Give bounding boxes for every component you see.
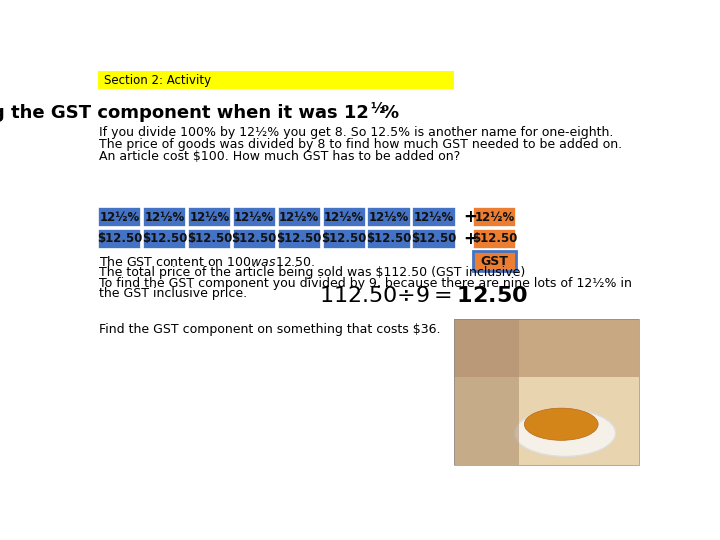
- Bar: [454, 319, 639, 377]
- Text: If you divide 100% by 12½% you get 8. So 12.5% is another name for one-eighth.: If you divide 100% by 12½% you get 8. So…: [99, 126, 613, 139]
- Text: Find the GST component on something that costs $36.: Find the GST component on something that…: [99, 323, 441, 336]
- FancyBboxPatch shape: [323, 207, 366, 227]
- Text: The GST content on $100 was $12.50.: The GST content on $100 was $12.50.: [99, 255, 316, 269]
- Text: the GST inclusive price.: the GST inclusive price.: [99, 287, 248, 300]
- FancyBboxPatch shape: [473, 229, 516, 249]
- Text: +: +: [463, 230, 477, 248]
- Bar: [454, 377, 639, 465]
- Text: $12.50: $12.50: [142, 232, 187, 245]
- Ellipse shape: [514, 410, 616, 456]
- Text: 12½%: 12½%: [189, 211, 230, 224]
- FancyBboxPatch shape: [143, 229, 186, 249]
- Text: The price of goods was divided by 8 to find how much GST needed to be added on.: The price of goods was divided by 8 to f…: [99, 138, 622, 151]
- FancyBboxPatch shape: [98, 229, 141, 249]
- Text: 12½%: 12½%: [99, 211, 140, 224]
- Bar: [454, 319, 639, 465]
- FancyBboxPatch shape: [233, 207, 276, 227]
- Text: $12.50: $12.50: [232, 232, 277, 245]
- FancyBboxPatch shape: [277, 229, 321, 249]
- Text: GST: GST: [481, 255, 508, 268]
- Text: %: %: [381, 104, 399, 122]
- Text: 12½%: 12½%: [474, 211, 515, 224]
- FancyBboxPatch shape: [367, 229, 411, 249]
- Text: 12½%: 12½%: [369, 211, 409, 224]
- Text: An article cost $100. How much GST has to be added on?: An article cost $100. How much GST has t…: [99, 150, 461, 163]
- FancyBboxPatch shape: [413, 229, 456, 249]
- Text: $12.50: $12.50: [411, 232, 456, 245]
- Text: 12½%: 12½%: [414, 211, 454, 224]
- FancyBboxPatch shape: [473, 251, 516, 271]
- Text: Page 11: Finding the GST component when it was 12: Page 11: Finding the GST component when …: [0, 104, 369, 122]
- Text: +: +: [463, 208, 477, 226]
- FancyBboxPatch shape: [188, 207, 231, 227]
- Text: 12½%: 12½%: [279, 211, 320, 224]
- Text: The total price of the article being sold was $112.50 (GST inclusive): The total price of the article being sol…: [99, 266, 526, 279]
- Text: $12.50: $12.50: [186, 232, 232, 245]
- Text: $12.50: $12.50: [366, 232, 412, 245]
- Bar: [454, 319, 519, 465]
- FancyBboxPatch shape: [98, 71, 454, 90]
- Text: $12.50: $12.50: [472, 232, 517, 245]
- FancyBboxPatch shape: [143, 207, 186, 227]
- Text: 12½%: 12½%: [144, 211, 184, 224]
- FancyBboxPatch shape: [473, 207, 516, 227]
- FancyBboxPatch shape: [188, 229, 231, 249]
- FancyBboxPatch shape: [233, 229, 276, 249]
- Text: ½: ½: [371, 102, 384, 116]
- Text: $112.50 ÷ 9 = $12.50: $112.50 ÷ 9 = $12.50: [319, 286, 528, 306]
- Ellipse shape: [524, 408, 598, 440]
- Text: Section 2: Activity: Section 2: Activity: [104, 73, 211, 87]
- FancyBboxPatch shape: [323, 229, 366, 249]
- Text: 12½%: 12½%: [324, 211, 364, 224]
- Text: 12½%: 12½%: [234, 211, 274, 224]
- Text: $12.50: $12.50: [96, 232, 142, 245]
- Text: $12.50: $12.50: [322, 232, 367, 245]
- Text: $12.50: $12.50: [276, 232, 322, 245]
- Text: To find the GST component you divided by 9, because there are nine lots of 12½% : To find the GST component you divided by…: [99, 276, 632, 289]
- FancyBboxPatch shape: [367, 207, 411, 227]
- FancyBboxPatch shape: [98, 207, 141, 227]
- FancyBboxPatch shape: [413, 207, 456, 227]
- FancyBboxPatch shape: [277, 207, 321, 227]
